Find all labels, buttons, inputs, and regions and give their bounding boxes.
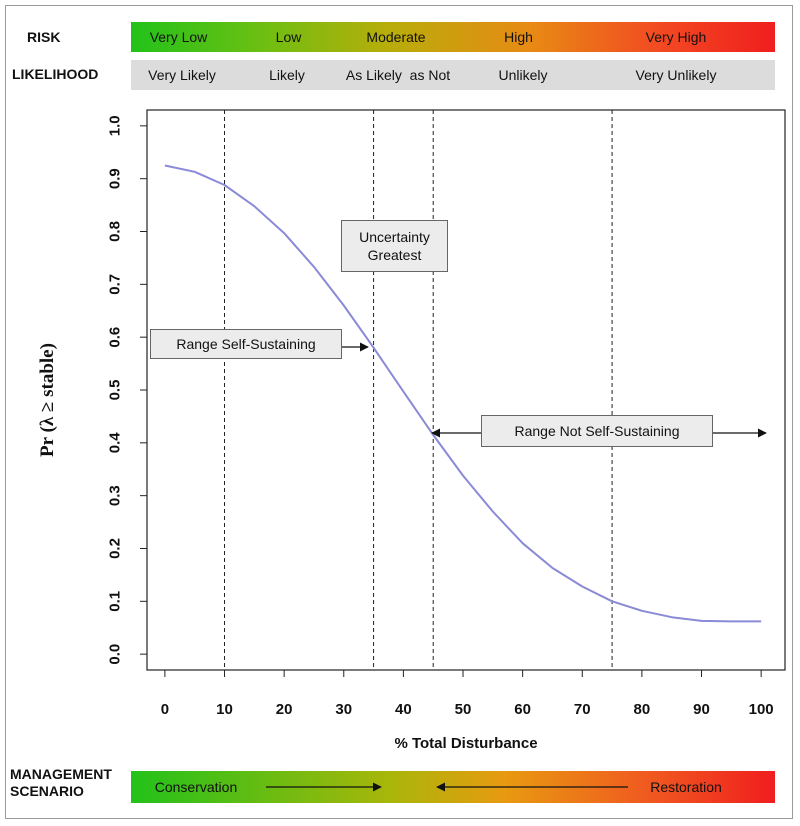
- management-label-line1: MANAGEMENT: [10, 766, 112, 782]
- y-tick-label: 0.6: [107, 327, 124, 348]
- x-tick-label: 90: [693, 701, 710, 718]
- x-tick-label: 40: [395, 701, 412, 718]
- x-tick-label: 80: [634, 701, 651, 718]
- y-tick-label: 0.1: [107, 591, 124, 612]
- figure-frame: [5, 5, 793, 819]
- y-tick-label: 0.9: [107, 168, 124, 189]
- x-tick-label: 30: [335, 701, 352, 718]
- likelihood-scale-bar: Very Likely Likely As Likely as Not Unli…: [131, 60, 775, 90]
- x-tick-label: 20: [276, 701, 293, 718]
- risk-very-low: Very Low: [149, 29, 208, 45]
- scenario-conservation: Conservation: [154, 779, 238, 795]
- uncertainty-callout: Uncertainty Greatest: [341, 220, 448, 272]
- management-scenario-bar: Conservation Restoration: [131, 771, 775, 803]
- risk-moderate: Moderate: [366, 29, 426, 45]
- y-tick-label: 0.0: [107, 644, 124, 665]
- x-tick-label: 70: [574, 701, 591, 718]
- y-tick-label: 1.0: [107, 115, 124, 136]
- y-tick-label: 0.3: [107, 485, 124, 506]
- risk-high: High: [504, 29, 533, 45]
- risk-label: RISK: [27, 29, 61, 45]
- risk-low: Low: [275, 29, 302, 45]
- y-tick-label: 0.4: [107, 432, 124, 454]
- scenario-restoration: Restoration: [650, 779, 722, 795]
- not-self-sustaining-callout: Range Not Self-Sustaining: [481, 415, 713, 447]
- plot-area: [146, 109, 786, 671]
- x-tick-label: 10: [216, 701, 233, 718]
- y-tick-label: 0.2: [107, 538, 124, 559]
- y-tick-label: 0.5: [107, 380, 124, 401]
- management-scenario-label: MANAGEMENT SCENARIO: [10, 766, 112, 800]
- x-tick-label: 0: [161, 701, 169, 718]
- management-label-line2: SCENARIO: [10, 782, 84, 799]
- x-tick-label: 50: [455, 701, 472, 718]
- likelihood-as-likely-as-not: As Likely as Not: [345, 67, 451, 83]
- x-tick-label: 100: [749, 701, 774, 718]
- y-axis-label: Pr (λ ≥ stable): [37, 343, 58, 457]
- risk-very-high: Very High: [645, 29, 707, 45]
- y-tick-label: 0.7: [107, 274, 124, 295]
- x-tick-label: 60: [514, 701, 531, 718]
- self-sustaining-callout: Range Self-Sustaining: [150, 329, 342, 359]
- likelihood-very-likely: Very Likely: [148, 67, 216, 83]
- risk-scale-bar: Very Low Low Moderate High Very High: [131, 22, 775, 52]
- y-tick-label: 0.8: [107, 221, 124, 242]
- probability-curve: [164, 164, 762, 623]
- x-axis-label: % Total Disturbance: [394, 735, 538, 752]
- likelihood-very-unlikely: Very Unlikely: [635, 67, 717, 83]
- likelihood-label: LIKELIHOOD: [12, 66, 99, 82]
- likelihood-unlikely: Unlikely: [498, 67, 548, 83]
- likelihood-likely: Likely: [269, 67, 305, 83]
